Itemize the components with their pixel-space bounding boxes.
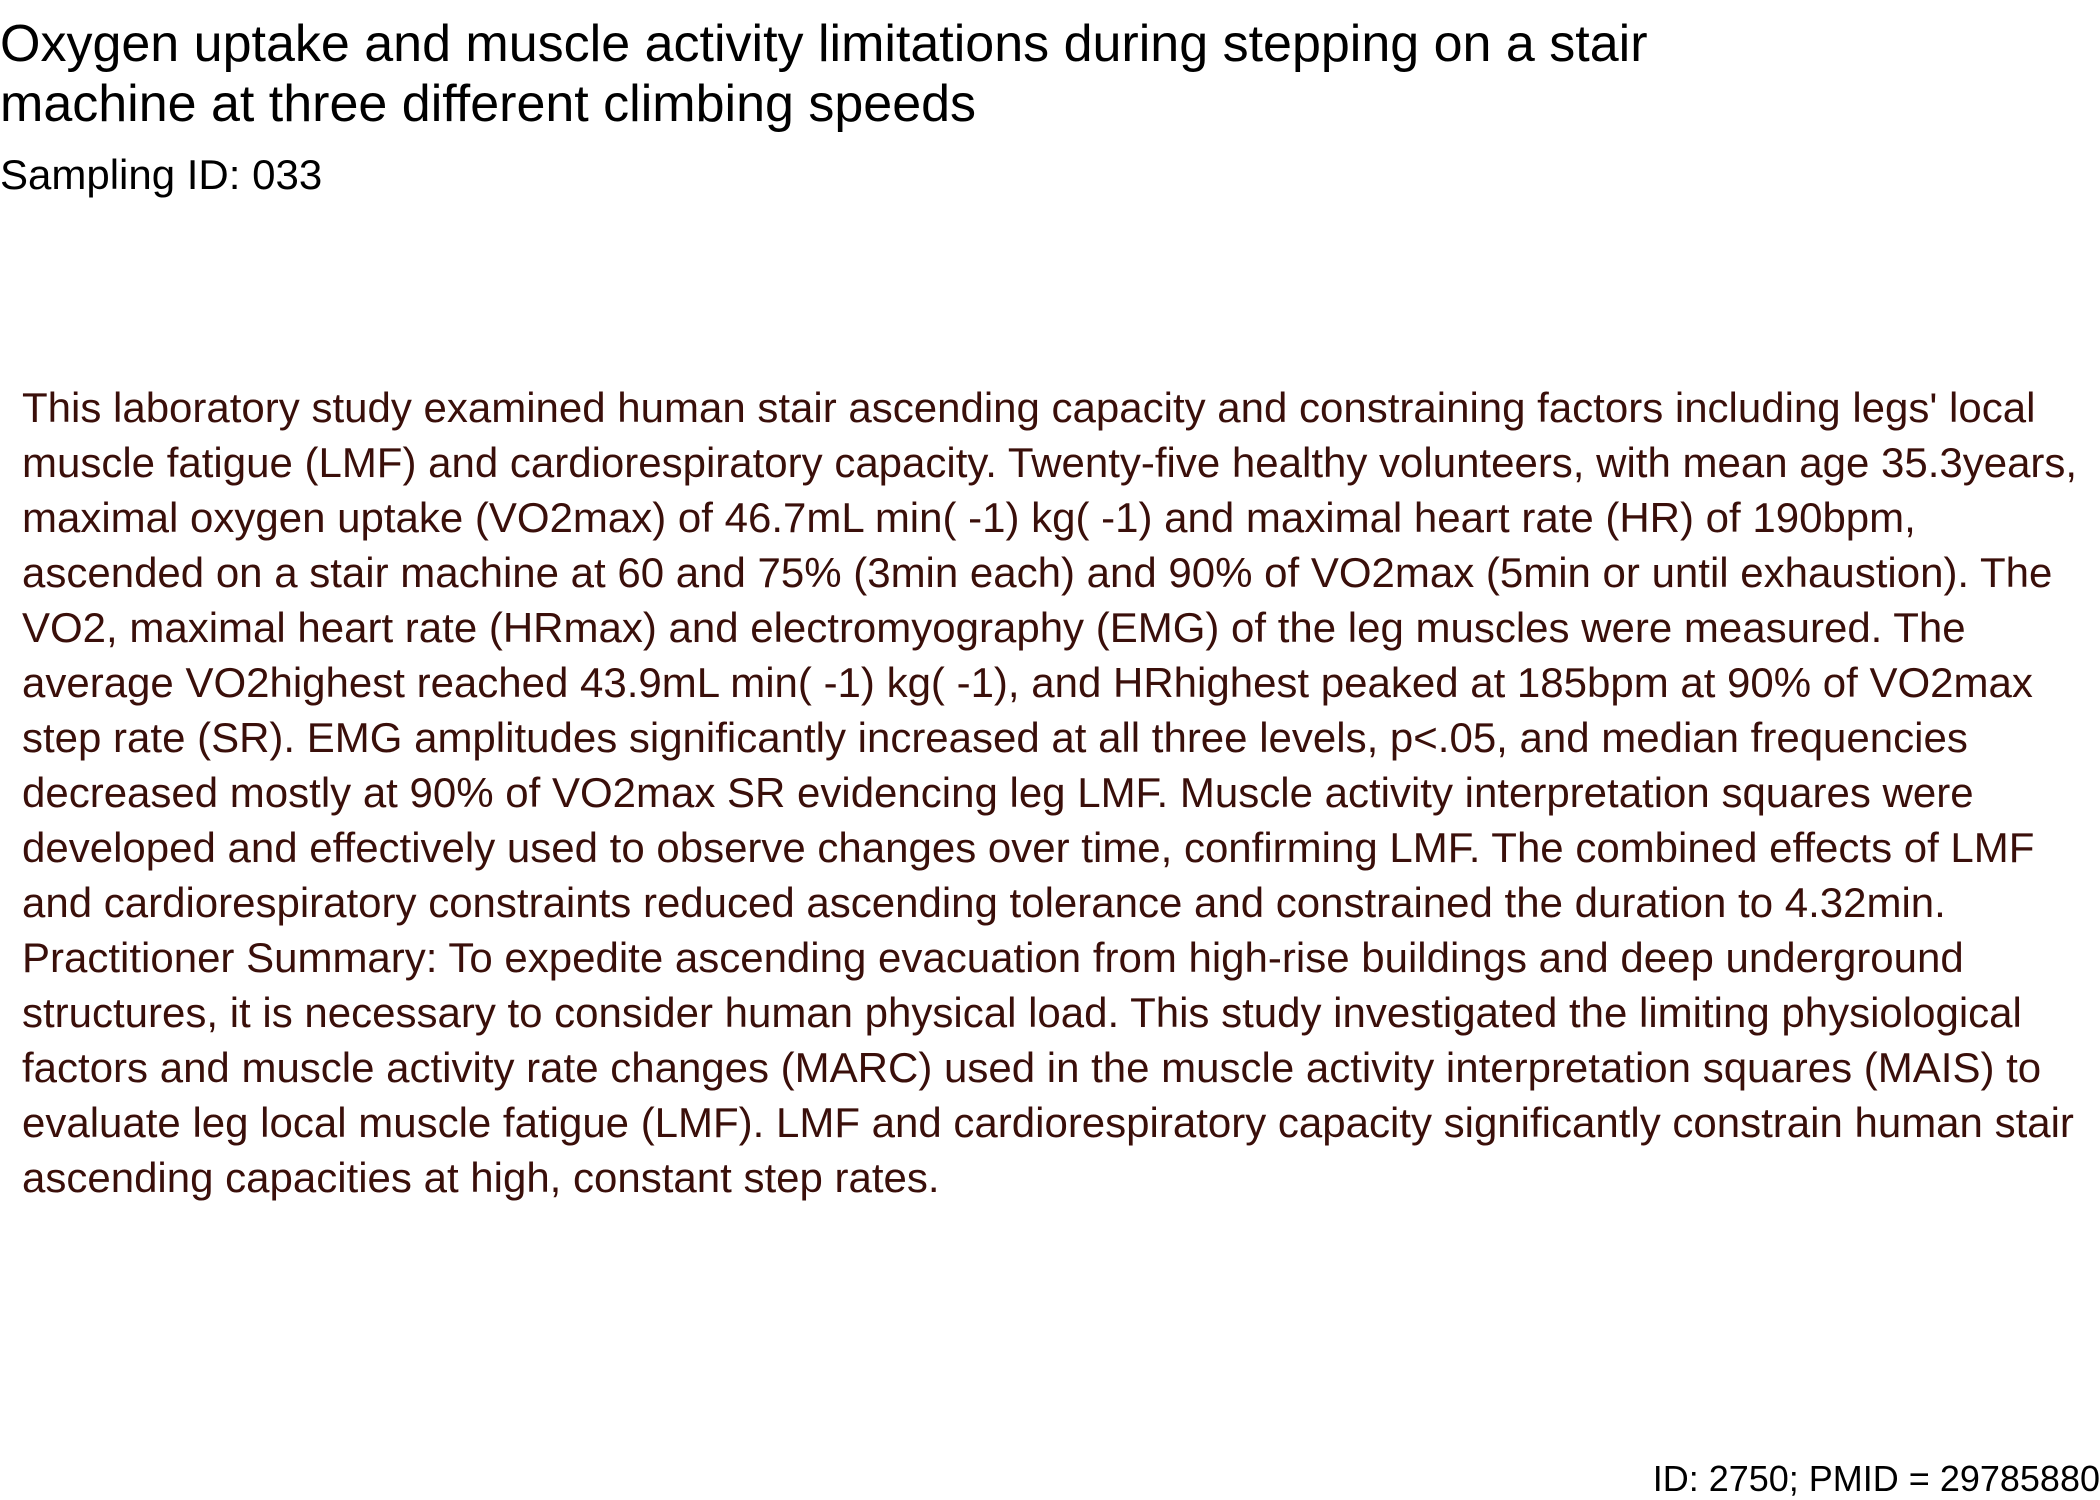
abstract-text: This laboratory study examined human sta… <box>22 384 2078 1201</box>
footer-id: ID: 2750; PMID = 29785880 <box>1652 1458 2100 1499</box>
sampling-id: Sampling ID: 033 <box>0 151 323 198</box>
document-title: Oxygen uptake and muscle activity limita… <box>0 15 1648 133</box>
